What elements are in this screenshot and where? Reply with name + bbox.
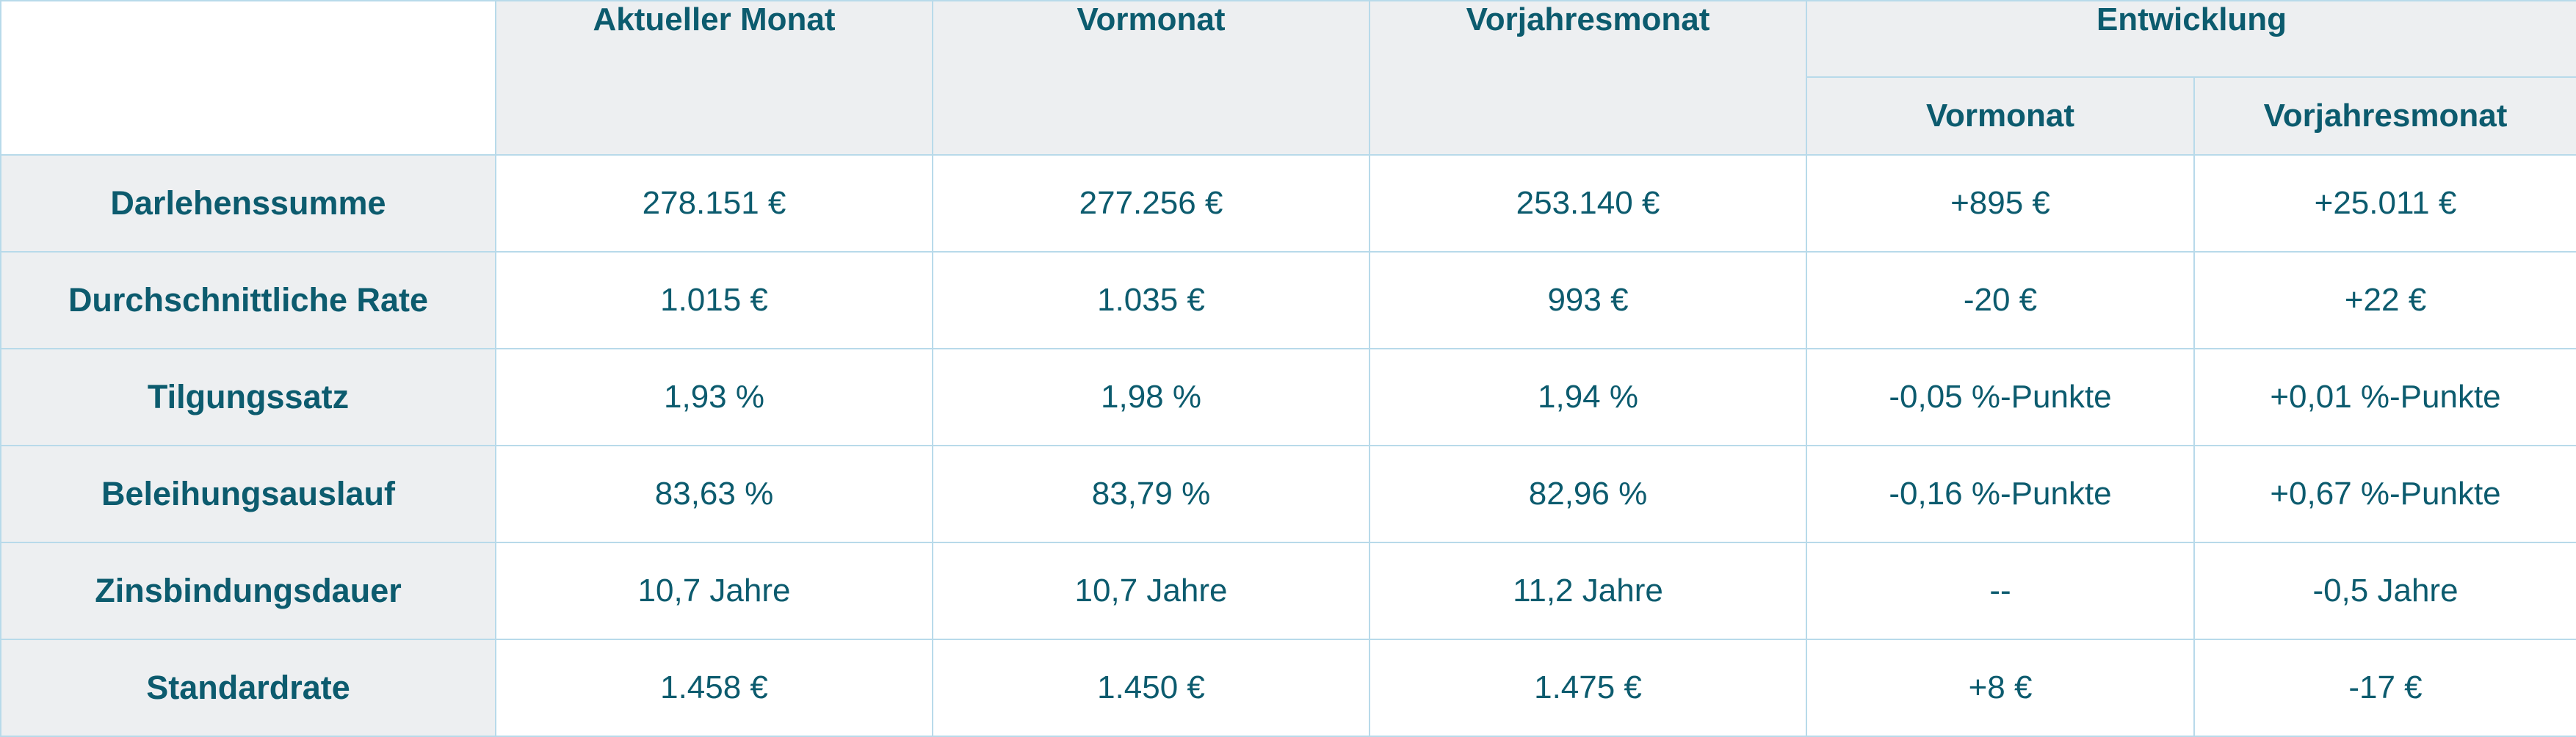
cell-dev-previous-month: -0,05 %-Punkte — [1806, 348, 2195, 446]
cell-current: 83,63 % — [495, 445, 933, 543]
cell-previous-month: 10,7 Jahre — [932, 542, 1370, 640]
table-row: Durchschnittliche Rate 1.015 € 1.035 € 9… — [0, 251, 2576, 349]
header-row: Aktueller Monat Vormonat Vorjahresmonat … — [0, 0, 2576, 156]
column-subheader-dev-previous-year-month: Vorjahresmonat — [2193, 76, 2576, 156]
table-row: Darlehenssumme 278.151 € 277.256 € 253.1… — [0, 154, 2576, 253]
row-label: Standardrate — [0, 639, 496, 737]
cell-dev-previous-year-month: -0,5 Jahre — [2193, 542, 2576, 640]
cell-previous-year-month: 1,94 % — [1369, 348, 1807, 446]
cell-current: 10,7 Jahre — [495, 542, 933, 640]
cell-dev-previous-year-month: -17 € — [2193, 639, 2576, 737]
cell-dev-previous-year-month: +0,01 %-Punkte — [2193, 348, 2576, 446]
column-header-previous-month: Vormonat — [932, 0, 1370, 156]
column-group-header-development: Entwicklung — [1806, 0, 2576, 78]
cell-dev-previous-month: -20 € — [1806, 251, 2195, 349]
cell-current: 1.458 € — [495, 639, 933, 737]
corner-cell — [0, 0, 496, 156]
row-label: Durchschnittliche Rate — [0, 251, 496, 349]
cell-previous-year-month: 993 € — [1369, 251, 1807, 349]
column-header-current: Aktueller Monat — [495, 0, 933, 156]
cell-dev-previous-month: +895 € — [1806, 154, 2195, 253]
cell-previous-month: 277.256 € — [932, 154, 1370, 253]
row-label: Zinsbindungsdauer — [0, 542, 496, 640]
cell-previous-year-month: 11,2 Jahre — [1369, 542, 1807, 640]
row-label: Tilgungssatz — [0, 348, 496, 446]
row-label: Darlehenssumme — [0, 154, 496, 253]
cell-current: 278.151 € — [495, 154, 933, 253]
cell-dev-previous-year-month: +22 € — [2193, 251, 2576, 349]
cell-previous-month: 1.450 € — [932, 639, 1370, 737]
column-header-previous-year-month: Vorjahresmonat — [1369, 0, 1807, 156]
cell-dev-previous-month: -- — [1806, 542, 2195, 640]
cell-current: 1.015 € — [495, 251, 933, 349]
cell-previous-year-month: 82,96 % — [1369, 445, 1807, 543]
cell-dev-previous-month: +8 € — [1806, 639, 2195, 737]
table-row: Beleihungsauslauf 83,63 % 83,79 % 82,96 … — [0, 445, 2576, 543]
row-label: Beleihungsauslauf — [0, 445, 496, 543]
cell-dev-previous-year-month: +25.011 € — [2193, 154, 2576, 253]
table-row: Standardrate 1.458 € 1.450 € 1.475 € +8 … — [0, 639, 2576, 737]
cell-previous-month: 1.035 € — [932, 251, 1370, 349]
table-row: Zinsbindungsdauer 10,7 Jahre 10,7 Jahre … — [0, 542, 2576, 640]
cell-current: 1,93 % — [495, 348, 933, 446]
cell-dev-previous-month: -0,16 %-Punkte — [1806, 445, 2195, 543]
cell-previous-year-month: 253.140 € — [1369, 154, 1807, 253]
subheader-row: Vormonat Vorjahresmonat — [1, 76, 2576, 156]
cell-previous-month: 83,79 % — [932, 445, 1370, 543]
cell-dev-previous-year-month: +0,67 %-Punkte — [2193, 445, 2576, 543]
column-subheader-dev-previous-month: Vormonat — [1806, 76, 2195, 156]
table-row: Tilgungssatz 1,93 % 1,98 % 1,94 % -0,05 … — [0, 348, 2576, 446]
cell-previous-year-month: 1.475 € — [1369, 639, 1807, 737]
cell-previous-month: 1,98 % — [932, 348, 1370, 446]
